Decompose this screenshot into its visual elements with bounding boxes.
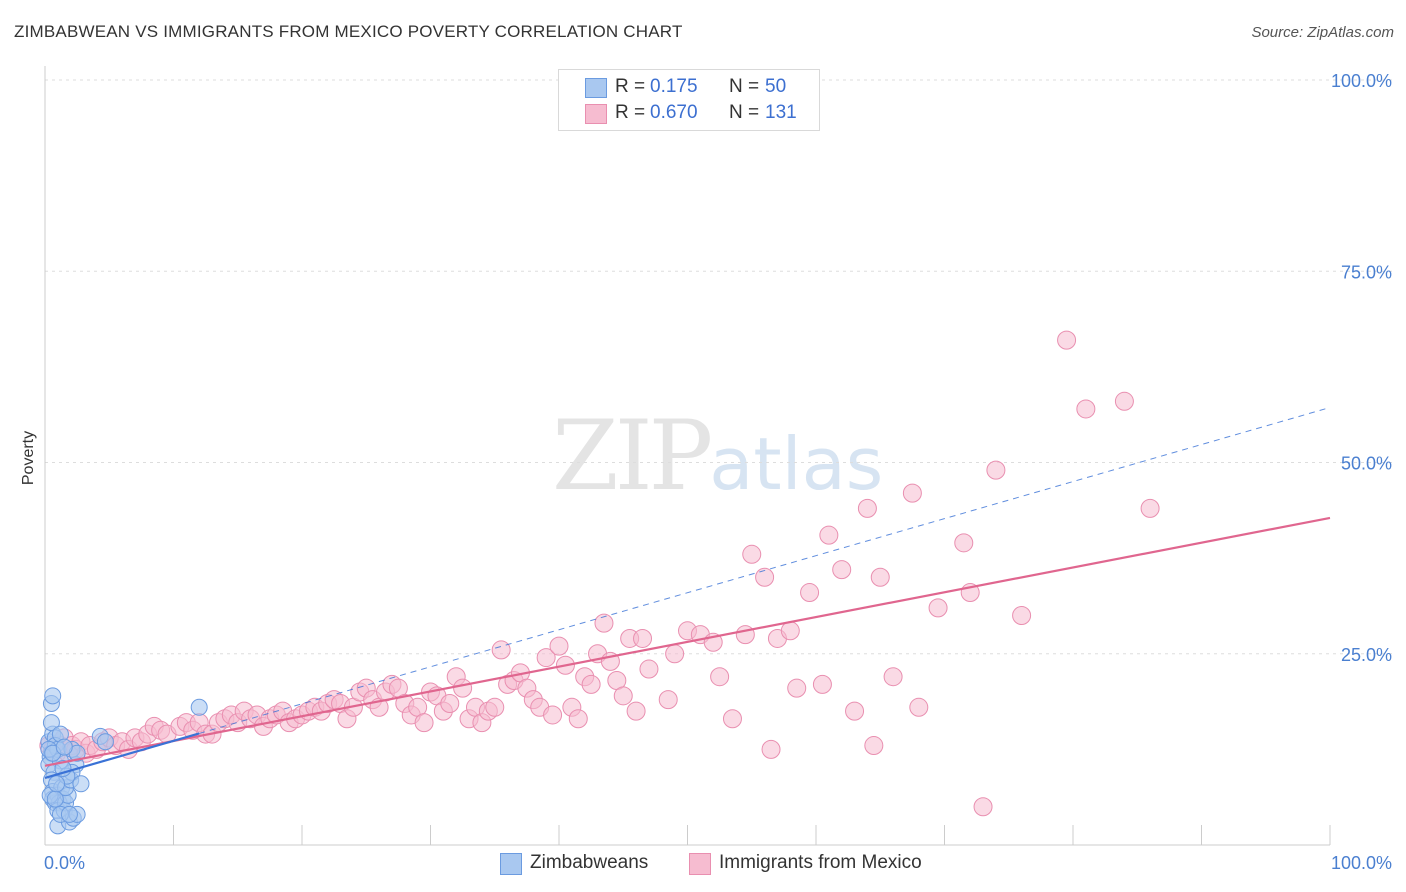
data-point-mexico [613,686,633,706]
legend-n-value: 131 [765,102,797,123]
correlation-legend: R = 0.175 N = 50 R = 0.670 N = 131 [558,69,820,131]
y-axis-label: Poverty [20,431,37,485]
data-point-mexico [658,690,678,710]
data-point-mexico [864,736,884,756]
bottom-legend-swatch-pink [689,853,711,875]
data-point-mexico [812,674,832,694]
data-point-mexico [543,705,563,725]
data-point-mexico [1012,606,1032,625]
trend-line-zimbabweans-extension [199,407,1331,734]
data-point-mexico [742,544,762,564]
data-point-mexico [665,644,685,664]
chart-title: ZIMBABWEAN VS IMMIGRANTS FROM MEXICO POV… [14,22,683,41]
data-point-mexico [986,460,1006,480]
legend-n-label: N = [729,76,760,97]
legend-r-label: R = [615,102,646,123]
bottom-legend-label: Immigrants from Mexico [719,852,922,873]
data-point-mexico [1076,399,1096,419]
zipatlas-watermark: ZIPatlas [552,400,883,512]
data-point-zimbabweans [46,790,64,808]
data-point-zimbabweans [190,698,208,716]
data-point-mexico [819,525,839,545]
data-point-mexico [902,483,922,503]
y-tick-label: 75.0% [1341,262,1392,282]
source-label[interactable]: Source: ZipAtlas.com [1251,24,1394,41]
trend-line-zimbabweans [44,732,200,779]
y-tick-label: 50.0% [1341,454,1392,474]
data-point-mexico [633,628,653,648]
data-point-mexico [536,648,556,668]
data-point-mexico [722,709,742,729]
trend-lines [44,407,1331,779]
watermark-zip: ZIP [552,400,713,512]
legend-n-label: N = [729,102,760,123]
data-point-mexico [414,713,434,733]
bottom-legend-label: Zimbabweans [530,852,649,873]
data-point-mexico [581,674,601,694]
data-point-mexico [594,613,614,633]
grid-lines [45,79,1392,655]
data-point-mexico [857,498,877,518]
data-point-mexico [1114,391,1134,411]
x-tick-label: 0.0% [44,853,85,873]
data-point-mexico [1140,498,1160,518]
data-point-mexico [485,697,505,717]
y-tick-label: 25.0% [1341,645,1392,665]
data-point-mexico [832,560,852,580]
data-point-mexico [928,598,948,618]
legend-r-value: 0.175 [650,76,698,97]
data-point-zimbabweans [60,805,78,823]
series-immigrants-from-mexico [39,330,1160,817]
data-point-mexico [800,583,820,603]
trend-line-mexico [44,516,1331,767]
data-point-mexico [735,625,755,645]
data-point-mexico [626,701,646,721]
data-point-mexico [909,697,929,717]
data-point-mexico [787,678,807,698]
data-point-mexico [549,636,569,656]
data-point-mexico [883,667,903,687]
legend-n-value: 50 [765,76,787,97]
data-point-mexico [568,709,588,729]
legend-r-label: R = [615,76,646,97]
legend-swatch-blue [585,78,607,98]
data-point-zimbabweans [55,738,73,756]
data-point-mexico [845,701,865,721]
axes [44,66,1331,846]
legend-swatch-pink [585,104,607,124]
watermark-atlas: atlas [709,422,884,506]
data-point-mexico [639,659,659,679]
data-point-zimbabweans [72,775,90,793]
data-point-mexico [491,640,511,660]
x-tick-label: 100.0% [1331,853,1392,873]
data-point-mexico [780,621,800,641]
bottom-legend-swatch-blue [500,853,522,875]
axis-ticks: 25.0% 50.0% 75.0% 100.0% 0.0% 100.0% [44,71,1392,873]
data-point-zimbabweans [48,775,66,793]
data-point-mexico [453,678,473,698]
data-point-zimbabweans [96,733,114,751]
data-point-mexico [1057,330,1077,350]
y-tick-label: 100.0% [1331,71,1392,91]
data-point-mexico [440,693,460,713]
data-point-mexico [954,533,974,553]
series-zimbabweans [40,687,208,835]
data-point-mexico [870,567,890,587]
data-point-mexico [710,667,730,687]
legend-r-value: 0.670 [650,102,698,123]
data-point-mexico [761,739,781,759]
data-point-zimbabweans [44,687,62,705]
data-point-mexico [755,567,775,587]
data-point-mexico [973,797,993,817]
